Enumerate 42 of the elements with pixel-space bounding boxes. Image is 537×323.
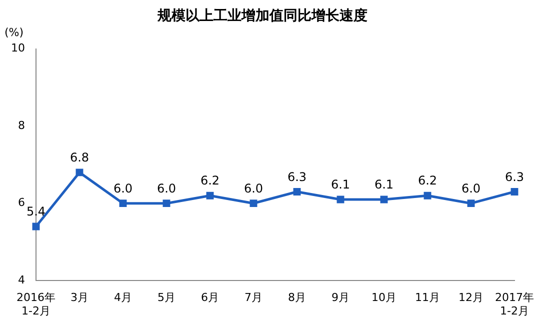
- data-label: 6.2: [200, 174, 220, 188]
- x-tick-label: 3月: [70, 291, 88, 304]
- x-tick-label: 7月: [244, 291, 262, 304]
- data-label: 6.0: [461, 181, 481, 196]
- point: [424, 192, 432, 200]
- x-tick-label: 5月: [158, 291, 176, 304]
- data-label: 5.4: [26, 204, 46, 219]
- data-label: 6.1: [330, 178, 350, 192]
- x-tick-label: 2016年 1-2月: [16, 291, 56, 318]
- point: [162, 200, 170, 208]
- x-tick-label: 10月: [372, 291, 396, 304]
- point: [293, 188, 301, 196]
- x-tick-label: 11月: [415, 291, 440, 304]
- y-tick-label: 10: [10, 42, 25, 55]
- chart-title: 规模以上工业增加值同比增长速度: [156, 7, 368, 24]
- y-tick-label: 4: [18, 273, 25, 286]
- data-label: 6.8: [70, 150, 90, 165]
- y-tick-label: 8: [18, 118, 25, 132]
- x-tick-label: 9月: [332, 291, 350, 304]
- data-label: 6.0: [156, 181, 176, 196]
- point: [467, 200, 475, 208]
- point: [510, 188, 518, 196]
- data-label: 6.1: [374, 178, 394, 192]
- point: [32, 222, 40, 230]
- data-label: 6.0: [113, 181, 133, 196]
- data-label: 6.3: [287, 170, 307, 184]
- data-label: 6.0: [244, 181, 264, 196]
- x-tick-label: 2017年 1-2月: [495, 291, 534, 318]
- point: [76, 168, 84, 176]
- point: [380, 196, 388, 204]
- y-axis-title: (%): [4, 26, 24, 40]
- y-tick-label: 6: [18, 196, 25, 210]
- point: [336, 196, 344, 204]
- x-tick-label: 4月: [114, 291, 132, 304]
- point: [250, 200, 258, 208]
- x-tick-label: 12月: [458, 291, 484, 304]
- x-tick-label: 8月: [288, 291, 306, 304]
- x-tick-label: 6月: [201, 291, 219, 304]
- data-label: 6.3: [504, 170, 524, 184]
- point: [206, 192, 214, 200]
- data-label: 6.2: [418, 174, 438, 188]
- point: [119, 200, 127, 208]
